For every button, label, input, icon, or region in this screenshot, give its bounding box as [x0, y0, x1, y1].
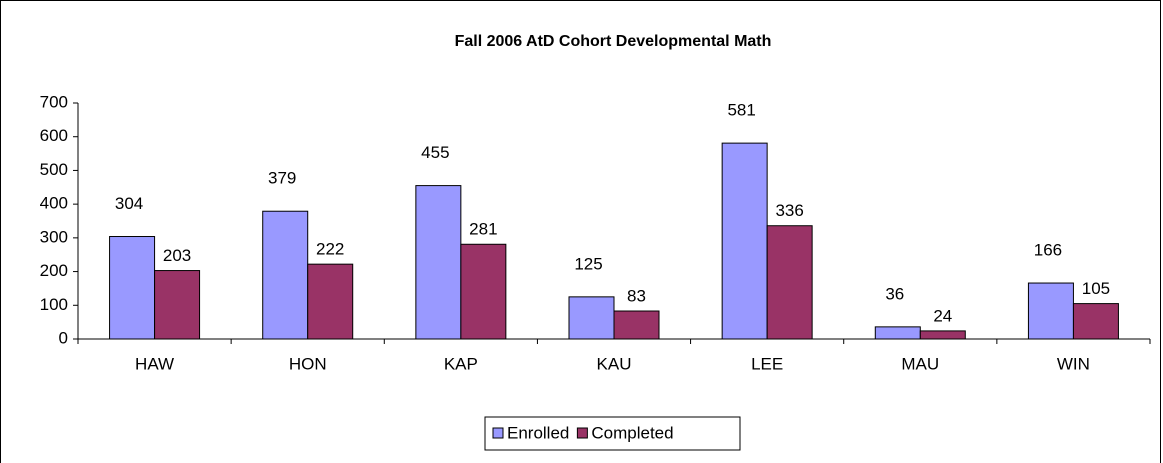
value-label: 581 [727, 101, 755, 120]
y-tick-label: 400 [40, 194, 68, 213]
value-label: 222 [316, 240, 344, 259]
bar [415, 185, 462, 340]
y-tick-label: 200 [40, 261, 68, 280]
y-tick-label: 500 [40, 160, 68, 179]
value-label: 304 [115, 194, 143, 213]
x-tick-label: KAU [597, 354, 632, 373]
bar [109, 236, 156, 340]
value-label: 281 [469, 220, 497, 239]
bar [460, 243, 507, 340]
bar [568, 296, 615, 340]
bar [154, 270, 201, 340]
y-tick-label: 100 [40, 295, 68, 314]
y-tick-label: 0 [59, 328, 68, 347]
y-tick-label: 700 [40, 92, 68, 111]
chart-title: Fall 2006 AtD Cohort Developmental Math [455, 33, 772, 50]
legend-swatch [492, 427, 504, 439]
bar [766, 225, 813, 340]
value-label: 36 [885, 284, 904, 303]
x-tick-label: HAW [135, 354, 174, 373]
value-label: 105 [1082, 279, 1110, 298]
value-label: 455 [421, 143, 449, 162]
bar [307, 263, 354, 340]
bar [1072, 303, 1119, 340]
x-tick-label: HON [289, 354, 327, 373]
value-label: 83 [627, 287, 646, 306]
legend-box [484, 416, 741, 451]
x-tick-label: MAU [901, 354, 939, 373]
x-tick-label: WIN [1057, 354, 1090, 373]
bar [262, 210, 309, 340]
value-label: 336 [775, 201, 803, 220]
bar [721, 142, 768, 340]
legend-label: Completed [591, 423, 673, 442]
value-label: 166 [1034, 241, 1062, 260]
bar [613, 310, 660, 340]
bar [919, 330, 966, 340]
value-label: 24 [933, 306, 952, 325]
y-tick-label: 300 [40, 227, 68, 246]
y-tick-label: 600 [40, 126, 68, 145]
value-label: 379 [268, 169, 296, 188]
value-label: 203 [163, 246, 191, 265]
legend-label: Enrolled [507, 423, 569, 442]
x-tick-label: LEE [751, 354, 783, 373]
x-tick-label: KAP [444, 354, 478, 373]
bar [874, 326, 921, 340]
bar [1027, 282, 1074, 340]
legend-swatch [576, 427, 588, 439]
value-label: 125 [574, 254, 602, 273]
